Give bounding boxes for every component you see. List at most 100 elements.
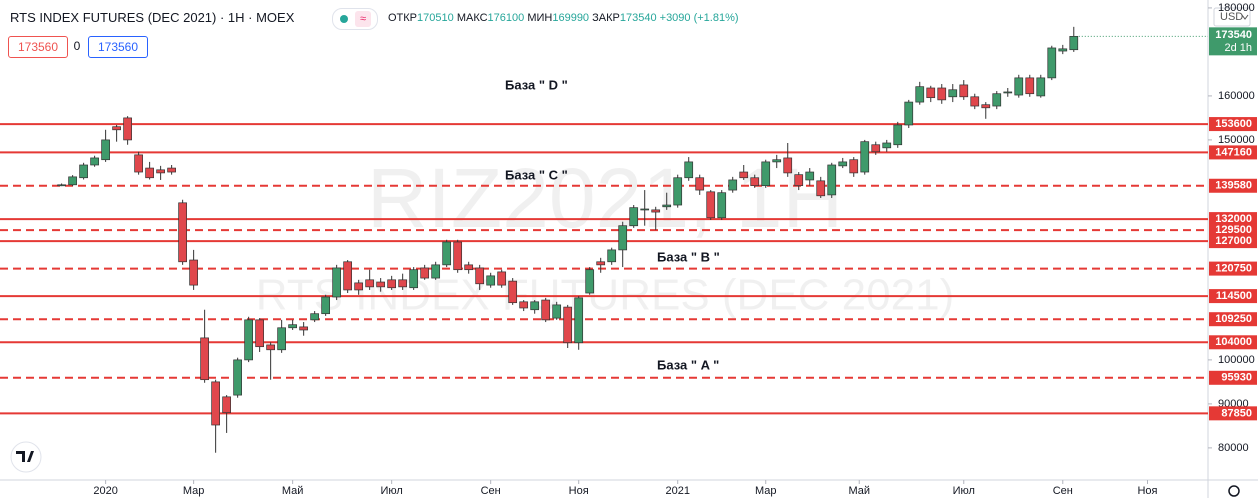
candle-body [794,174,804,187]
level-label: 109250 [1215,313,1252,325]
sell-button[interactable]: 173560 [8,36,68,58]
level-label-bg [1209,145,1257,160]
level-label-bg [1209,406,1257,421]
currency-select[interactable] [1213,7,1251,27]
logo-mark [16,451,34,462]
candle-body [937,87,947,101]
candle-body [629,207,639,227]
candle-body [233,359,242,396]
candle-body [959,84,969,98]
currency-label: USD [1220,11,1243,23]
candle-body [244,319,253,361]
symbol-title: RTS INDEX FUTURES (DEC 2021) · 1H · MOEX [10,10,295,25]
candle-body [79,164,88,179]
candle-body [607,249,617,263]
level-label: 153600 [1215,118,1252,130]
candle-body [189,259,198,286]
level-label: 147160 [1215,146,1252,158]
candle-body [90,157,99,166]
candle-body [332,267,342,298]
candle-body [948,89,958,98]
candle-body [882,142,892,149]
level-label-bg [1209,117,1257,132]
candle-body [970,96,980,107]
close-value: 173540 [619,12,657,24]
candle-body [662,204,672,208]
level-label: 129500 [1215,224,1252,236]
candle-body [1047,47,1057,79]
candle-body [1069,35,1079,51]
market-status-dot [340,15,348,23]
level-label: 95930 [1221,372,1252,384]
candle-body [486,275,496,286]
candle-body [409,269,419,289]
candle-body [123,117,132,141]
level-label-bg [1209,370,1257,385]
candle-body [464,264,474,271]
candle-body [387,279,397,289]
x-tick-label: Мар [755,485,777,497]
candle-body [750,177,760,187]
candle-body [772,159,782,163]
close-label: ЗАКР [592,12,620,24]
candle-body [68,176,77,186]
candle-body [706,191,716,219]
candle-body [431,264,441,279]
last-price-label: 173540 [1215,29,1252,41]
candle-body [981,104,991,109]
candle-body [101,139,110,161]
candle-body [343,261,353,291]
candle-body [376,281,386,288]
candle-body [640,208,650,211]
level-label-bg [1209,178,1257,193]
spread: 0 [73,39,81,53]
high-value: 176100 [487,12,525,24]
candle-body [915,86,925,103]
level-label-bg [1209,234,1257,249]
delay-icon: ≈ [355,11,371,27]
level-label-bg [1209,312,1257,327]
level-label: 120750 [1215,263,1252,275]
candle-body [255,319,264,348]
bar-countdown: 2d 1h [1224,42,1252,54]
level-label: 127000 [1215,235,1252,247]
y-tick-label: 180000 [1218,2,1255,14]
candles [57,26,1079,453]
y-tick-label: 80000 [1218,442,1249,454]
candle-body [167,167,176,173]
candle-body [200,337,209,381]
candle-body [684,161,694,179]
buy-button[interactable]: 173560 [88,36,148,58]
candle-body [530,301,540,311]
candle-body [992,93,1002,107]
x-tick-label: Июл [380,485,402,497]
candle-body [805,171,815,181]
candle-body [1003,91,1013,94]
x-tick-label: Ноя [569,485,589,497]
candle-body [156,169,165,174]
level-label-bg [1209,223,1257,238]
ohlc-legend: ОТКР170510 МАКС176100 МИН169990 ЗАКР1735… [388,12,739,24]
x-tick-label: Июл [953,485,975,497]
candle-body [585,269,595,294]
candle-body [849,159,859,174]
level-label: 104000 [1215,336,1252,348]
candle-body [266,344,275,351]
candle-body [596,261,606,266]
candle-body [739,171,749,179]
candle-body [211,381,220,426]
change-value: +3090 (+1.81%) [659,12,739,24]
x-tick-label: 2021 [665,485,689,497]
open-value: 170510 [417,12,454,24]
gear [1228,485,1240,497]
settings-button[interactable] [1228,485,1240,497]
level-label: 139580 [1215,180,1252,192]
x-tick-label: Май [282,485,304,497]
y-tick-label: 100000 [1218,354,1255,366]
logo-circle [10,441,42,473]
candle-body [618,225,628,251]
candle-body [717,192,727,219]
candle-body [475,267,485,285]
level-label-bg [1209,261,1257,276]
